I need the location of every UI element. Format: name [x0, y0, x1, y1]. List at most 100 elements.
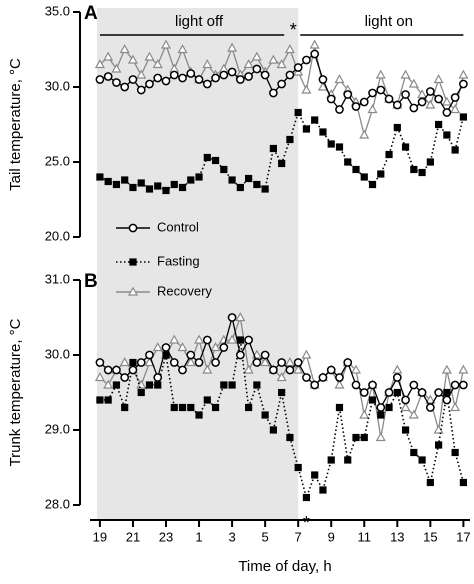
marker: [236, 336, 244, 344]
marker: [245, 403, 253, 412]
marker: [459, 79, 468, 89]
marker: [227, 313, 237, 322]
marker: [96, 396, 104, 404]
marker: [137, 179, 145, 187]
dark-period-shade: [96, 258, 299, 520]
y-tick-label: 29.0: [45, 421, 70, 436]
marker: [94, 372, 105, 382]
marker: [286, 433, 294, 442]
marker: [326, 365, 336, 375]
marker: [195, 411, 203, 419]
marker: [235, 350, 245, 360]
y-tick-label: 30.0: [45, 78, 70, 93]
marker: [408, 78, 419, 88]
marker: [187, 403, 195, 412]
marker: [244, 335, 253, 345]
marker: [202, 79, 212, 89]
marker: [276, 372, 287, 382]
marker: [104, 396, 112, 404]
marker: [152, 59, 163, 69]
marker: [450, 93, 460, 102]
marker: [318, 373, 328, 382]
marker: [96, 173, 104, 181]
marker: [278, 159, 286, 168]
marker: [293, 63, 303, 72]
asterisk: *: [290, 20, 297, 40]
marker: [368, 180, 377, 189]
marker: [286, 135, 294, 144]
dark-period-shade: [96, 8, 299, 258]
marker: [327, 140, 335, 148]
marker: [293, 364, 304, 374]
marker: [311, 471, 319, 479]
marker: [302, 55, 311, 65]
marker: [112, 180, 121, 189]
marker: [434, 388, 443, 397]
marker: [284, 44, 295, 54]
marker: [352, 165, 360, 174]
marker: [302, 373, 311, 382]
marker: [459, 113, 467, 121]
marker: [410, 448, 418, 457]
marker: [202, 364, 213, 374]
marker: [121, 403, 129, 412]
marker: [294, 108, 302, 117]
marker: [112, 381, 121, 389]
marker: [169, 334, 180, 344]
marker: [433, 74, 444, 84]
marker: [121, 176, 129, 184]
marker: [244, 72, 253, 81]
x-tick-label: 17: [456, 529, 470, 544]
marker: [359, 97, 369, 107]
marker: [326, 94, 336, 104]
marker: [178, 365, 187, 375]
marker: [425, 394, 436, 404]
marker: [178, 73, 187, 83]
marker: [119, 357, 130, 367]
marker: [425, 99, 436, 109]
marker: [136, 69, 147, 79]
marker: [185, 357, 196, 367]
marker: [376, 85, 386, 95]
marker: [377, 170, 385, 178]
marker: [227, 42, 238, 52]
marker: [112, 365, 121, 375]
marker: [170, 403, 178, 412]
marker: [417, 388, 427, 397]
marker: [442, 108, 452, 117]
marker: [145, 350, 154, 360]
marker: [375, 432, 386, 442]
shade-layer: [96, 8, 299, 520]
marker: [219, 343, 229, 352]
marker: [435, 120, 443, 129]
marker: [211, 73, 220, 83]
marker: [393, 388, 401, 397]
marker: [202, 335, 212, 345]
marker: [301, 349, 312, 359]
marker: [309, 39, 320, 49]
marker: [269, 426, 277, 434]
marker: [154, 381, 162, 389]
x-tick-label: 3: [228, 529, 235, 544]
marker: [401, 143, 410, 151]
marker: [203, 153, 211, 162]
marker: [260, 70, 270, 80]
marker: [276, 59, 287, 69]
marker: [160, 39, 172, 49]
marker: [334, 379, 345, 389]
x-tick-label: 21: [126, 529, 140, 544]
marker: [310, 49, 320, 59]
x-tick-label: 1: [195, 529, 202, 544]
marker: [269, 365, 278, 375]
marker: [418, 456, 426, 464]
marker: [211, 403, 220, 412]
marker: [145, 79, 154, 89]
marker: [111, 63, 122, 73]
marker: [285, 365, 295, 375]
marker: [95, 358, 105, 367]
marker: [169, 358, 179, 367]
marker: [120, 82, 130, 92]
marker: [335, 373, 344, 382]
marker: [335, 143, 344, 151]
marker: [458, 69, 469, 79]
